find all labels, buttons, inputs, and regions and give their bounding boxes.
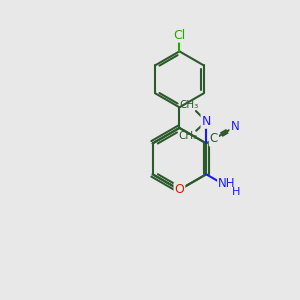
Text: NH: NH (218, 177, 236, 190)
Text: CH₃: CH₃ (179, 100, 198, 110)
Text: N: N (230, 120, 239, 134)
Text: O: O (175, 183, 184, 196)
Text: Cl: Cl (173, 29, 186, 42)
Text: N: N (202, 115, 211, 128)
Text: C: C (210, 133, 218, 146)
Text: CH₃: CH₃ (178, 131, 198, 141)
Text: H: H (232, 187, 241, 197)
